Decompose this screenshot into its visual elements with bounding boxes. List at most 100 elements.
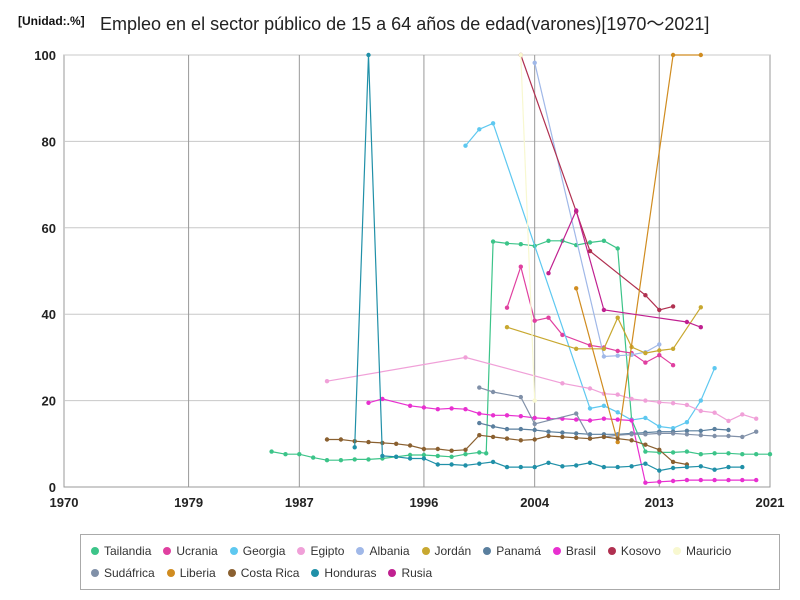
data-point-rusia <box>698 325 703 330</box>
legend-item-jordan: Jordán <box>421 542 471 560</box>
data-point-tailandia <box>740 452 745 457</box>
data-point-tailandia <box>366 457 371 462</box>
legend-label: Mauricio <box>685 544 732 558</box>
data-point-honduras <box>574 463 579 468</box>
data-point-georgia <box>463 143 468 148</box>
series-albania <box>532 60 662 359</box>
legend-item-egipto: Egipto <box>297 542 344 560</box>
data-point-rusia <box>684 319 690 325</box>
data-point-jordan <box>657 348 662 353</box>
data-point-ucrania <box>504 305 510 310</box>
data-point-brasil <box>587 418 593 423</box>
data-point-brasil <box>657 479 662 484</box>
data-point-costa-rica <box>560 434 565 440</box>
y-tick-label: 60 <box>42 221 56 236</box>
data-point-jordan <box>643 350 648 356</box>
legend-item-brasil: Brasil <box>552 542 596 560</box>
data-point-honduras <box>504 464 510 470</box>
legend-marker <box>91 547 99 555</box>
legend-marker <box>227 569 236 577</box>
y-tick-label: 100 <box>34 48 56 63</box>
legend-item-honduras: Honduras <box>311 564 376 582</box>
data-point-brasil <box>629 418 634 423</box>
data-point-tailandia <box>352 457 357 462</box>
data-point-tailandia <box>726 451 731 456</box>
data-point-georgia <box>698 398 703 403</box>
data-point-tailandia <box>546 238 551 243</box>
legend-label: Ucrania <box>176 544 218 558</box>
data-point-tailandia <box>269 449 274 454</box>
data-point-brasil <box>435 407 440 412</box>
unit-label: [Unidad:.%] <box>18 14 85 28</box>
x-tick-label: 1970 <box>50 495 79 510</box>
data-point-honduras <box>712 467 717 472</box>
series-line-georgia <box>465 122 716 429</box>
series-egipto <box>324 355 759 424</box>
data-point-brasil <box>504 413 510 418</box>
data-point-georgia <box>615 410 620 415</box>
data-point-panama <box>560 430 565 435</box>
data-point-panama <box>712 426 717 432</box>
data-point-sudafrica <box>698 433 703 438</box>
data-point-brasil <box>532 415 537 421</box>
data-point-egipto <box>712 410 717 415</box>
data-point-honduras <box>546 460 551 465</box>
legend-item-costa-rica: Costa Rica <box>227 564 299 582</box>
legend-item-sudafrica: Sudáfrica <box>91 564 155 582</box>
x-tick-label: 2013 <box>645 495 674 510</box>
legend-label: Georgia <box>242 544 286 558</box>
data-point-costa-rica <box>587 436 593 441</box>
x-tick-label: 1987 <box>285 495 314 510</box>
data-point-tailandia <box>324 458 330 463</box>
data-point-sudafrica <box>754 429 759 434</box>
data-point-tailandia <box>484 451 489 456</box>
data-point-costa-rica <box>546 433 551 439</box>
y-tick-label: 80 <box>42 134 56 149</box>
data-point-sudafrica <box>740 434 745 440</box>
data-point-jordan <box>601 346 607 351</box>
data-point-ucrania <box>518 264 523 269</box>
chart-legend: Tailandia Ucrania Georgia Egipto Albania Jord… <box>80 534 780 590</box>
data-point-costa-rica <box>477 433 482 438</box>
data-point-egipto <box>740 412 745 417</box>
data-point-brasil <box>601 416 607 421</box>
x-tick-label: 1996 <box>409 495 438 510</box>
data-point-honduras <box>394 454 399 459</box>
legend-marker <box>552 547 561 555</box>
data-point-tailandia <box>477 450 482 455</box>
data-point-egipto <box>657 400 662 405</box>
data-point-kosovo <box>587 248 593 254</box>
data-point-brasil <box>366 400 371 405</box>
legend-label: Tailandia <box>104 544 152 558</box>
legend-label: Brasil <box>565 544 596 558</box>
data-point-rusia <box>601 307 607 313</box>
data-point-honduras <box>740 464 745 470</box>
data-point-sudafrica <box>657 431 662 436</box>
legend-item-kosovo: Kosovo <box>607 542 661 560</box>
series-line-liberia <box>575 54 701 443</box>
legend-marker <box>311 569 320 577</box>
data-point-tailandia <box>670 450 676 455</box>
data-point-kosovo <box>643 293 648 298</box>
data-point-costa-rica <box>463 447 468 452</box>
data-point-brasil <box>407 403 413 408</box>
data-point-tailandia <box>449 454 454 459</box>
data-point-honduras <box>643 461 648 466</box>
data-point-panama <box>574 431 579 436</box>
data-point-egipto <box>324 379 330 384</box>
data-point-brasil <box>449 406 454 411</box>
data-point-ucrania <box>670 363 676 368</box>
data-point-brasil <box>615 417 620 422</box>
legend-marker <box>607 547 616 555</box>
legend-item-liberia: Liberia <box>166 564 216 582</box>
legend-item-tailandia: Tailandia <box>91 542 151 560</box>
data-point-ucrania <box>615 348 620 354</box>
legend-marker <box>356 547 365 555</box>
data-point-rusia <box>546 271 551 276</box>
data-point-jordan <box>698 305 703 310</box>
y-tick-label: 40 <box>42 307 56 322</box>
data-point-costa-rica <box>449 448 454 453</box>
data-point-jordan <box>670 346 676 351</box>
data-point-georgia <box>643 415 648 421</box>
data-point-egipto <box>643 398 648 403</box>
